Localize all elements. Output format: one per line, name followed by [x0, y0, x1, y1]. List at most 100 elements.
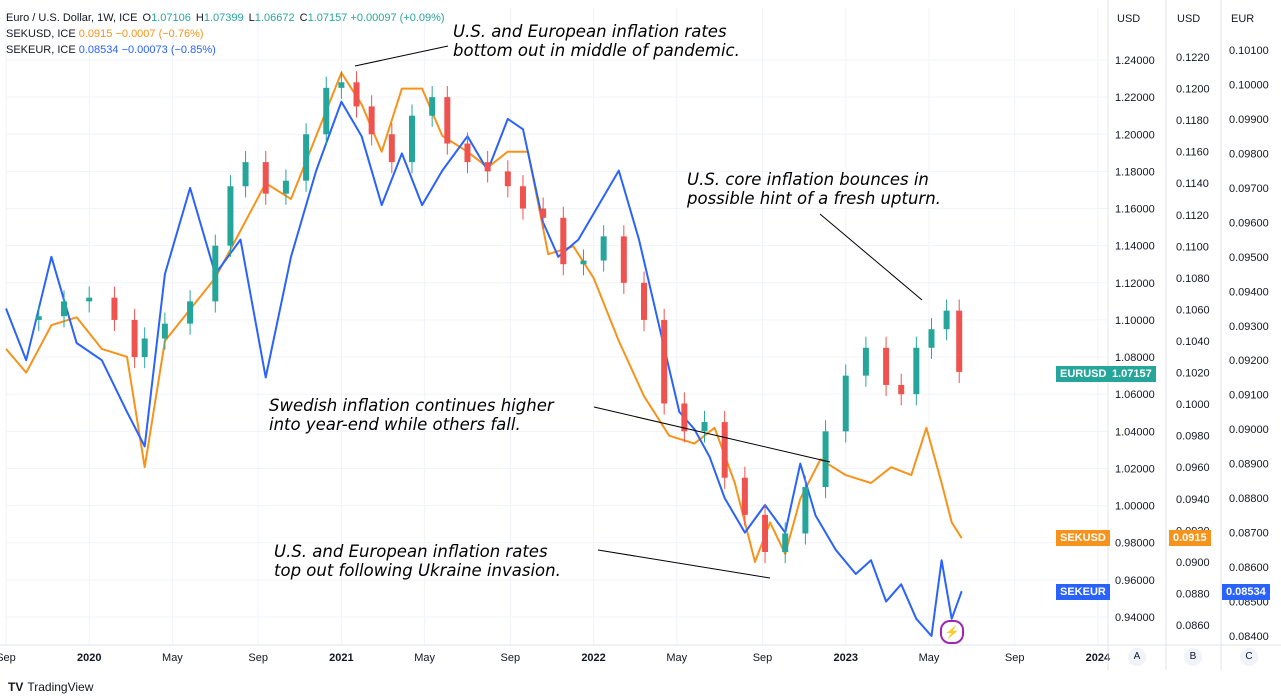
eurusd-candle	[862, 347, 869, 376]
eurusd-candle	[35, 316, 42, 320]
axis-a-tick: 1.02000	[1115, 463, 1155, 475]
legend-eurusd-close: 1.07157	[307, 12, 348, 24]
eurusd-candle	[721, 422, 728, 478]
axis-a-tick: 0.94000	[1115, 612, 1155, 624]
axis-a-tick: 1.16000	[1115, 204, 1155, 216]
x-tick-label: May	[414, 652, 435, 664]
tradingview-footer[interactable]: TV TradingView	[8, 680, 93, 694]
legend-sekusd-value: 0.0915	[78, 28, 113, 40]
annotation-core-inflation: U.S. core inflation bounces in possible …	[687, 170, 941, 208]
x-tick-label: 2022	[581, 652, 605, 664]
eurusd-candle	[303, 134, 310, 181]
scale-a-button[interactable]: A	[1128, 648, 1146, 666]
eurusd-candle	[353, 82, 360, 107]
legend-sekeur-value: 0.08534	[78, 44, 119, 56]
x-tick-label: Sep	[0, 652, 16, 664]
axis-c-tick: 0.09100	[1229, 390, 1269, 402]
eurusd-candle	[262, 162, 269, 194]
axis-b-tick: 0.1000	[1176, 399, 1210, 411]
axis-b-tick: 0.0960	[1176, 462, 1210, 474]
sekusd-name-badge: SEKUSD	[1056, 530, 1110, 546]
legend-eurusd[interactable]: Euro / U.S. Dollar, 1W, ICE O1.07106 H1.…	[6, 12, 445, 24]
eurusd-candle	[620, 236, 627, 283]
axis-b-tick: 0.0940	[1176, 494, 1210, 506]
axis-c-tick: 0.10000	[1229, 79, 1269, 91]
scale-b-button[interactable]: B	[1184, 648, 1202, 666]
eurusd-candle	[519, 186, 526, 209]
eurusd-candle	[323, 87, 330, 135]
annotation-pandemic-leader	[354, 45, 449, 67]
legend-eurusd-change: +0.00097 (+0.09%)	[350, 12, 445, 24]
axis-b-tick: 0.1220	[1176, 52, 1210, 64]
eurusd-candle	[762, 514, 769, 553]
eurusd-candle	[898, 384, 905, 395]
axis-b-tick: 0.1080	[1176, 273, 1210, 285]
axis-a-tick: 0.96000	[1115, 575, 1155, 587]
lightning-icon[interactable]: ⚡	[940, 620, 964, 644]
legend-eurusd-low: 1.06672	[254, 12, 295, 24]
axis-a-tick: 0.98000	[1115, 538, 1155, 550]
eurusd-candle	[484, 162, 491, 172]
legend-eurusd-name: Euro / U.S. Dollar, 1W, ICE	[6, 12, 138, 24]
legend-sekusd-name: SEKUSD, ICE	[6, 28, 76, 40]
legend-sekeur[interactable]: SEKEUR, ICE 0.08534 −0.00073 (−0.85%)	[6, 42, 445, 58]
axis-b-tick: 0.0980	[1176, 431, 1210, 443]
axis-a-tick: 1.00000	[1115, 501, 1155, 513]
axis-b-tick: 0.0880	[1176, 588, 1210, 600]
axis-c-tick: 0.09400	[1229, 286, 1269, 298]
sekeur-series-line	[5, 100, 963, 637]
eurusd-candle	[227, 186, 234, 246]
eurusd-candle	[368, 106, 375, 135]
eurusd-candle	[822, 431, 829, 488]
x-tick-label: Sep	[753, 652, 773, 664]
x-tick-label: May	[666, 652, 687, 664]
axis-b-tick: 0.1060	[1176, 304, 1210, 316]
eurusd-candle	[802, 487, 809, 534]
annotation-pandemic: U.S. and European inflation rates bottom…	[453, 22, 740, 60]
axis-a-tick: 1.12000	[1115, 278, 1155, 290]
eurusd-candle	[338, 82, 345, 88]
axis-b-tick: 0.0860	[1176, 620, 1210, 632]
scale-c-button[interactable]: C	[1240, 648, 1258, 666]
axis-c-tick: 0.08400	[1229, 631, 1269, 643]
axis-b-tick: 0.1120	[1176, 210, 1209, 222]
x-tick-label: 2024	[1086, 652, 1111, 664]
legend-eurusd-open: 1.07106	[151, 12, 191, 24]
axis-c-tick: 0.09000	[1229, 424, 1269, 436]
eurusd-candle	[661, 319, 668, 404]
eurusd-candle	[600, 236, 607, 261]
eurusd-candle	[943, 310, 950, 330]
eurusd-candle	[641, 282, 647, 320]
axis-b-tick: 0.1140	[1176, 178, 1209, 190]
sekeur-name-badge: SEKEUR	[1056, 584, 1110, 600]
eurusd-candle	[956, 310, 963, 372]
axis-a-tick: 1.20000	[1115, 129, 1155, 141]
axis-c-tick: 0.08800	[1229, 493, 1269, 505]
legend-sekusd[interactable]: SEKUSD, ICE 0.0915 −0.0007 (−0.76%)	[6, 26, 445, 42]
axis-c-unit: EUR	[1231, 13, 1255, 25]
legend-sekeur-change: −0.00073 (−0.85%)	[121, 44, 216, 56]
x-tick-label: May	[919, 652, 940, 664]
eurusd-candle	[464, 143, 471, 163]
x-tick-label: Sep	[248, 652, 268, 664]
axis-a-unit: USD	[1117, 13, 1141, 25]
legend-eurusd-high: 1.07399	[203, 12, 244, 24]
eurusd-candle	[913, 347, 920, 395]
axis-c-tick: 0.09500	[1229, 252, 1269, 264]
tradingview-brand: TradingView	[27, 680, 94, 694]
eurusd-candle	[187, 301, 194, 324]
eurusd-candle	[560, 217, 567, 265]
axis-a-tick: 1.24000	[1115, 55, 1155, 67]
sekeur-price-badge: 0.08534	[1222, 584, 1270, 600]
eurusd-candle	[444, 97, 451, 144]
eurusd-candle	[883, 347, 890, 385]
axis-b-tick: 0.1040	[1176, 336, 1210, 348]
eurusd-candle	[86, 297, 93, 302]
axis-b-tick: 0.1100	[1176, 241, 1209, 253]
chart-legend: Euro / U.S. Dollar, 1W, ICE O1.07106 H1.…	[6, 10, 445, 58]
sekusd-series-line	[5, 71, 963, 563]
eurusd-candle	[504, 171, 511, 187]
eurusd-candle	[540, 208, 547, 218]
axis-b-tick: 0.1160	[1176, 147, 1209, 159]
